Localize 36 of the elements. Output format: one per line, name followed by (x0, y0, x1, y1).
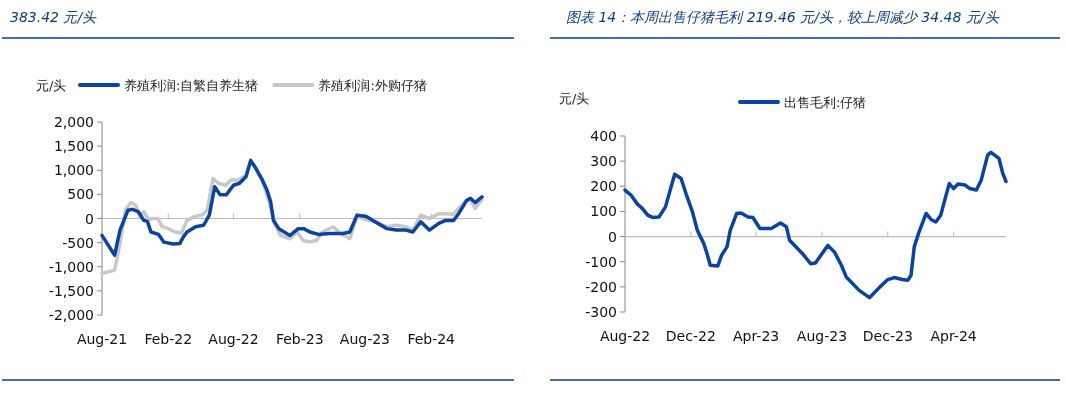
y-axis-title: 元/头 (36, 78, 67, 93)
x-tick-label: Aug-22 (599, 328, 651, 344)
y-tick-label: 0 (608, 228, 617, 245)
y-tick-label: 1,000 (53, 162, 94, 179)
chart-title: 图表 14：本周出售仔猪毛利 219.46 元/头，较上周减少 34.48 元/头 (566, 9, 1000, 25)
legend-label: 养殖利润:外购仔猪 (318, 78, 427, 93)
x-tick-label: Aug-21 (76, 331, 128, 347)
y-tick-label: -300 (585, 304, 617, 320)
x-tick-label: Feb-22 (144, 331, 193, 347)
x-tick-label: Dec-22 (665, 328, 716, 344)
y-tick-label: -2,000 (48, 307, 94, 323)
y-tick-label: 200 (590, 178, 617, 195)
y-tick-label: -500 (62, 234, 94, 251)
x-tick-label: Aug-23 (339, 331, 391, 347)
y-tick-label: 500 (67, 186, 94, 203)
y-tick-label: 1,500 (53, 138, 94, 155)
y-tick-label: -1,000 (48, 258, 94, 275)
x-tick-label: Feb-24 (407, 331, 456, 347)
y-tick-label: 100 (590, 203, 617, 220)
x-tick-label: Aug-22 (208, 331, 259, 347)
y-tick-label: -200 (585, 278, 617, 295)
y-tick-label: 300 (590, 153, 617, 170)
x-tick-label: Aug-23 (796, 328, 848, 344)
x-tick-label: Apr-24 (930, 328, 977, 344)
x-tick-label: Feb-23 (275, 331, 324, 347)
y-axis-title: 元/头 (559, 91, 590, 106)
x-tick-label: Apr-23 (733, 328, 780, 344)
chart-title: 383.42 元/头 (10, 9, 98, 25)
y-tick-label: -100 (585, 253, 617, 270)
y-tick-label: 2,000 (53, 114, 94, 130)
legend-label: 养殖利润:自繁自养生猪 (124, 78, 259, 93)
y-tick-label: -1,500 (48, 282, 94, 299)
legend-label: 出售毛利:仔猪 (784, 95, 867, 110)
y-tick-label: 400 (590, 128, 617, 144)
y-tick-label: 0 (85, 210, 94, 227)
x-tick-label: Dec-23 (862, 328, 913, 344)
